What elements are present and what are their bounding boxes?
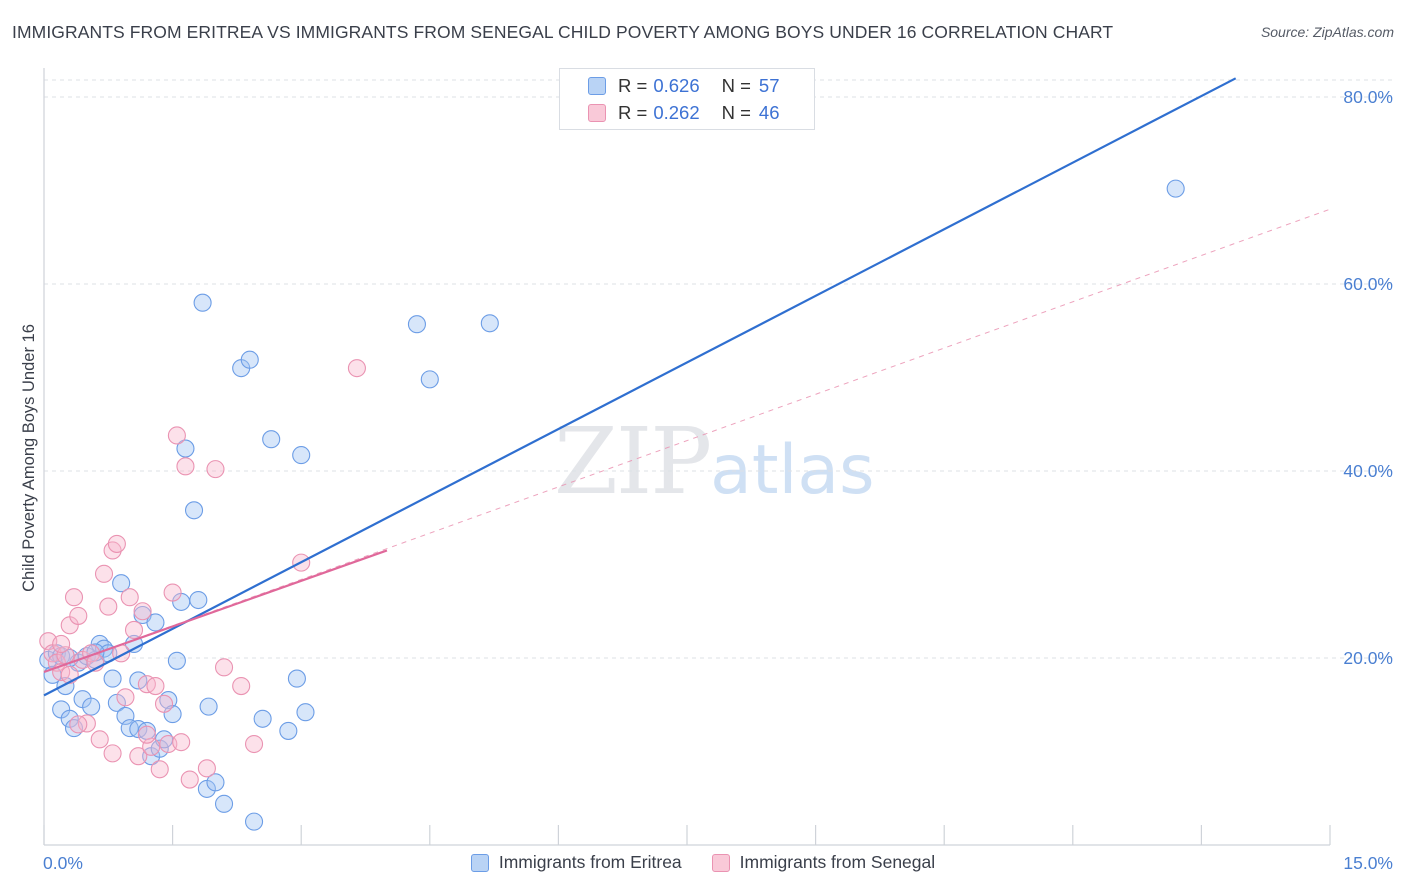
stats-box: R = 0.626 N = 57 R = 0.262 N = 46: [559, 68, 815, 130]
point-eritrea: [407, 315, 426, 334]
y-tick-label: 40.0%: [1343, 461, 1393, 481]
stats-n-label: N =: [721, 102, 751, 123]
point-eritrea: [287, 669, 306, 688]
point-eritrea: [279, 721, 298, 740]
point-eritrea: [253, 709, 272, 728]
chart-title: IMMIGRANTS FROM ERITREA VS IMMIGRANTS FR…: [12, 22, 1114, 42]
point-eritrea: [176, 439, 195, 458]
point-eritrea: [244, 812, 264, 831]
legend-item-senegal[interactable]: Immigrants from Senegal: [711, 852, 936, 873]
source-credit: Source: ZipAtlas.com: [1260, 24, 1394, 40]
point-senegal: [176, 457, 195, 476]
point-senegal: [120, 588, 139, 607]
point-eritrea: [206, 773, 225, 792]
point-senegal: [69, 606, 88, 625]
point-senegal: [129, 747, 148, 766]
legend-label-eritrea: Immigrants from Eritrea: [498, 852, 682, 872]
point-senegal: [103, 744, 122, 763]
point-eritrea: [189, 590, 208, 610]
legend-item-eritrea[interactable]: Immigrants from Eritrea: [470, 852, 682, 873]
point-senegal: [150, 760, 169, 779]
stats-n-label: N =: [721, 75, 751, 96]
legend-label-senegal: Immigrants from Senegal: [739, 852, 936, 872]
point-senegal: [197, 759, 216, 778]
stats-n-value: 46: [758, 102, 780, 123]
point-senegal: [52, 634, 71, 654]
point-senegal: [94, 564, 114, 583]
y-tick-label: 60.0%: [1343, 274, 1393, 294]
point-senegal: [244, 734, 264, 754]
point-eritrea: [1166, 179, 1185, 198]
chart-legend: Immigrants from Eritrea Immigrants from …: [0, 852, 1406, 873]
point-senegal: [180, 770, 199, 789]
point-eritrea: [116, 706, 135, 726]
point-senegal: [124, 620, 144, 640]
point-senegal: [232, 676, 251, 696]
point-senegal: [214, 658, 234, 677]
point-senegal: [206, 460, 225, 479]
y-tick-label: 80.0%: [1343, 87, 1393, 107]
point-senegal: [142, 737, 161, 756]
legend-swatch-eritrea: [470, 853, 489, 872]
point-senegal: [163, 583, 182, 602]
trend-senegal: [43, 549, 388, 674]
trend-senegal-extended: [43, 208, 1331, 673]
point-eritrea: [480, 314, 499, 333]
point-eritrea: [214, 794, 234, 813]
point-senegal: [69, 715, 88, 734]
point-eritrea: [112, 574, 131, 593]
point-senegal: [90, 730, 109, 749]
point-senegal: [133, 602, 152, 621]
x-tick-label: 15.0%: [1343, 853, 1393, 873]
stats-r-label: R =: [618, 75, 648, 96]
point-eritrea: [420, 370, 439, 389]
point-senegal: [146, 676, 165, 696]
point-senegal: [137, 725, 156, 744]
stats-row-senegal: R = 0.262 N = 46: [588, 102, 780, 124]
point-eritrea: [296, 703, 315, 722]
point-senegal: [347, 359, 366, 378]
point-eritrea: [82, 697, 101, 716]
point-senegal: [99, 597, 118, 616]
point-senegal: [64, 588, 84, 607]
point-senegal: [107, 534, 126, 553]
point-senegal: [116, 688, 135, 707]
watermark-zip: ZIP: [554, 408, 712, 515]
stats-n-value: 57: [758, 75, 780, 96]
point-eritrea: [199, 697, 218, 716]
point-eritrea: [167, 651, 186, 670]
point-senegal: [167, 426, 186, 445]
stats-r-label: R =: [618, 102, 648, 123]
legend-swatch-senegal: [711, 853, 730, 872]
stats-r-value: 0.626: [653, 75, 700, 96]
point-eritrea: [103, 669, 122, 688]
point-eritrea: [292, 446, 311, 465]
y-tick-label: 20.0%: [1343, 648, 1393, 668]
point-eritrea: [146, 613, 165, 632]
point-eritrea: [262, 430, 281, 449]
stats-swatch-senegal: [588, 104, 606, 122]
point-senegal: [172, 733, 191, 752]
stats-row-eritrea: R = 0.626 N = 57: [588, 75, 780, 97]
point-eritrea: [129, 671, 148, 690]
x-tick-label: 0.0%: [43, 853, 83, 873]
stats-r-value: 0.262: [653, 102, 700, 123]
y-axis-label: Child Poverty Among Boys Under 16: [20, 324, 38, 592]
point-eritrea: [193, 293, 212, 312]
point-senegal: [60, 665, 79, 684]
trend-eritrea: [43, 77, 1237, 697]
stats-swatch-eritrea: [588, 77, 606, 95]
point-eritrea: [184, 501, 204, 520]
point-eritrea: [240, 350, 259, 369]
point-senegal: [154, 694, 174, 713]
